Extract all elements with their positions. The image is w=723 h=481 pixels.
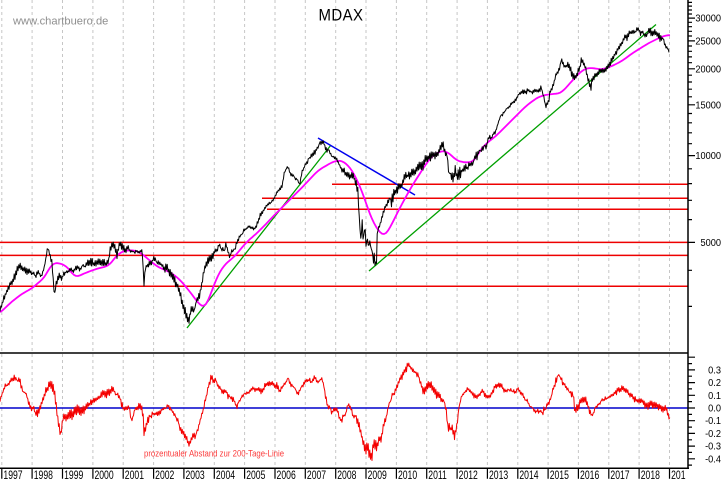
svg-text:2017: 2017 — [610, 470, 629, 481]
svg-text:2014: 2014 — [519, 470, 538, 481]
svg-text:10000: 10000 — [695, 151, 721, 163]
svg-text:2012: 2012 — [459, 470, 478, 481]
svg-text:0.1: 0.1 — [708, 390, 721, 402]
svg-text:2005: 2005 — [246, 470, 265, 481]
svg-text:1999: 1999 — [64, 470, 83, 481]
svg-text:25000: 25000 — [695, 36, 721, 48]
svg-text:0.2: 0.2 — [708, 378, 721, 390]
svg-text:2010: 2010 — [398, 470, 417, 481]
svg-text:MDAX: MDAX — [319, 7, 364, 25]
svg-text:2006: 2006 — [277, 470, 296, 481]
svg-text:0.3: 0.3 — [708, 365, 721, 377]
svg-text:-0.4: -0.4 — [705, 454, 721, 466]
svg-text:-0.1: -0.1 — [705, 416, 721, 428]
svg-text:2016: 2016 — [580, 470, 599, 481]
svg-text:2008: 2008 — [337, 470, 356, 481]
svg-text:2003: 2003 — [186, 470, 205, 481]
svg-text:2013: 2013 — [489, 470, 508, 481]
svg-text:1998: 1998 — [34, 470, 53, 481]
svg-text:prozentualer Abstand zur 200-T: prozentualer Abstand zur 200-Tage-Linie — [144, 448, 284, 459]
svg-text:2001: 2001 — [125, 470, 144, 481]
svg-text:www.chartbuero.de: www.chartbuero.de — [12, 15, 108, 27]
svg-text:2015: 2015 — [550, 470, 569, 481]
svg-text:2000: 2000 — [94, 470, 113, 481]
svg-text:0.0: 0.0 — [708, 403, 721, 415]
svg-text:1997: 1997 — [3, 470, 22, 481]
svg-text:2002: 2002 — [155, 470, 174, 481]
svg-text:-0.3: -0.3 — [705, 441, 721, 453]
svg-text:-0.2: -0.2 — [705, 428, 721, 440]
svg-text:2011: 2011 — [428, 470, 447, 481]
svg-text:2004: 2004 — [216, 470, 235, 481]
svg-text:30000: 30000 — [695, 13, 721, 25]
svg-text:15000: 15000 — [695, 100, 721, 112]
svg-text:2009: 2009 — [368, 470, 387, 481]
svg-text:2018: 2018 — [641, 470, 660, 481]
svg-text:2007: 2007 — [307, 470, 326, 481]
svg-text:201: 201 — [671, 470, 686, 481]
svg-text:20000: 20000 — [695, 64, 721, 76]
svg-text:5000: 5000 — [700, 237, 721, 249]
